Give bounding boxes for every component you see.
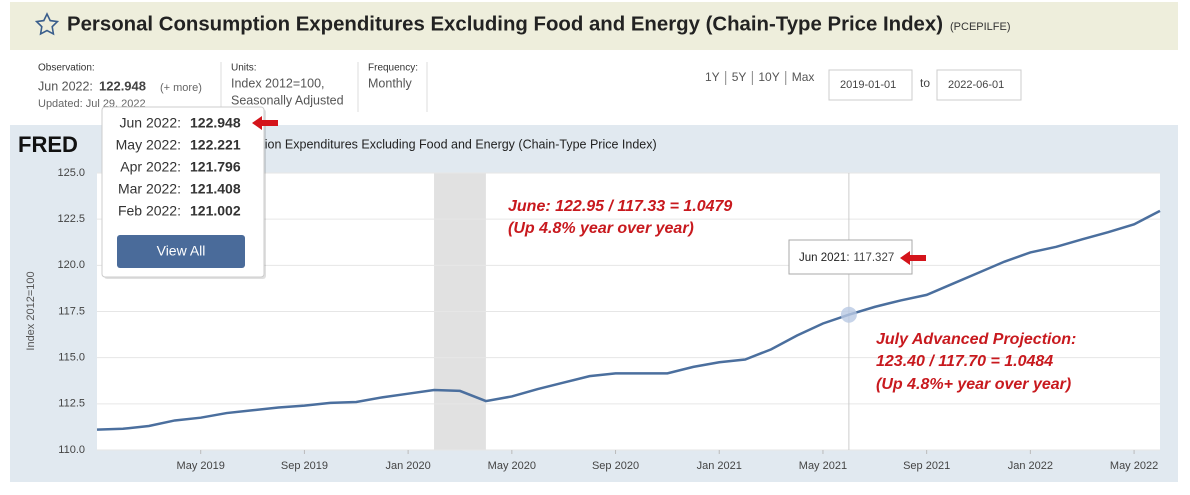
start-date-input[interactable]: [828, 69, 913, 101]
units-line: Index 2012=100,: [231, 76, 325, 90]
view-all-label: View All: [157, 243, 206, 259]
x-tick-label: Sep 2020: [592, 460, 639, 472]
series-id: (PCEPILFE): [950, 21, 1011, 33]
period-link[interactable]: 1Y: [705, 70, 720, 84]
end-date: 2022-06-01: [948, 79, 1004, 91]
annotation: June: 122.95 / 117.33 = 1.0479: [508, 198, 732, 215]
period-links: 1Y 5Y 10Y Max: [705, 70, 814, 85]
y-tick-label: 115.0: [58, 352, 85, 364]
y-tick-label: 112.5: [58, 398, 85, 410]
y-tick-label: 117.5: [58, 305, 85, 317]
frequency-label: Frequency:: [368, 63, 418, 74]
x-tick-label: Sep 2021: [903, 460, 950, 472]
popup-date: Jun 2022:: [120, 115, 182, 131]
tooltip-value: 117.327: [854, 252, 895, 264]
x-tick-label: Jan 2022: [1008, 460, 1053, 472]
hover-marker: [840, 306, 857, 323]
header-band: [10, 2, 1178, 50]
x-tick-label: Jan 2021: [697, 460, 742, 472]
units-line: Seasonally Adjusted: [231, 93, 344, 107]
popup-box: [101, 106, 265, 278]
frequency-value: Monthly: [368, 76, 413, 90]
period-link[interactable]: 5Y: [732, 70, 747, 84]
popup-value: 121.002: [190, 203, 241, 219]
x-tick-label: May 2019: [177, 460, 225, 472]
units-label: Units:: [231, 63, 257, 74]
popup-date: Feb 2022:: [118, 203, 181, 219]
observation-date: Jun 2022:: [38, 79, 93, 93]
annotation: (Up 4.8%+ year over year): [876, 376, 1071, 393]
popup-value: 121.408: [190, 181, 241, 197]
y-tick-label: 110.0: [58, 444, 85, 456]
end-date-input[interactable]: [936, 69, 1022, 101]
observation-value: 122.948: [99, 78, 146, 93]
favorite-star[interactable]: [34, 12, 60, 36]
red-arrow: [252, 116, 278, 130]
fred-logo: FRED: [18, 132, 78, 157]
x-tick-label: May 2021: [799, 460, 847, 472]
page-title: Personal Consumption Expenditures Exclud…: [67, 13, 943, 35]
y-tick-label: 120.0: [57, 259, 85, 271]
popup-value: 122.221: [190, 137, 241, 153]
x-tick-label: May 2020: [488, 460, 536, 472]
red-arrow: [900, 251, 926, 265]
observation-popup: Jun 2022: 122.948 May 2022: 122.221 Apr …: [101, 106, 266, 279]
tooltip-date: Jun 2021:: [799, 252, 850, 264]
annotation: 123.40 / 117.70 = 1.0484: [876, 353, 1053, 370]
x-tick-label: Jan 2020: [385, 460, 430, 472]
popup-date: May 2022:: [116, 137, 181, 153]
annotation: July Advanced Projection:: [876, 331, 1076, 348]
popup-value: 121.796: [190, 159, 241, 175]
view-all-button[interactable]: [117, 235, 245, 268]
range-to: to: [920, 76, 930, 90]
chart: FRED Personal Consumption Expenditures Ex…: [18, 132, 1161, 472]
x-tick-label: Sep 2019: [281, 460, 328, 472]
y-tick-label: 122.5: [57, 213, 85, 225]
x-tick-label: May 2022: [1110, 460, 1158, 472]
series-line: [96, 209, 1161, 431]
observation-label: Observation:: [38, 63, 95, 74]
tooltip-box: [788, 239, 913, 275]
start-date: 2019-01-01: [840, 79, 896, 91]
annotation: (Up 4.8% year over year): [508, 220, 694, 237]
popup-date: Mar 2022:: [118, 181, 181, 197]
period-link[interactable]: Max: [792, 70, 815, 84]
popup-value: 122.948: [190, 115, 241, 131]
period-link[interactable]: 10Y: [758, 70, 779, 84]
y-axis-label: Index 2012=100: [25, 271, 37, 350]
annotations: June: 122.95 / 117.33 = 1.0479 (Up 4.8% …: [508, 198, 1076, 393]
popup-date: Apr 2022:: [120, 159, 181, 175]
more-link[interactable]: (+ more): [160, 82, 202, 94]
chart-title: Personal Consumption Expenditures Exclud…: [155, 137, 657, 151]
y-tick-label: 125.0: [57, 167, 85, 179]
